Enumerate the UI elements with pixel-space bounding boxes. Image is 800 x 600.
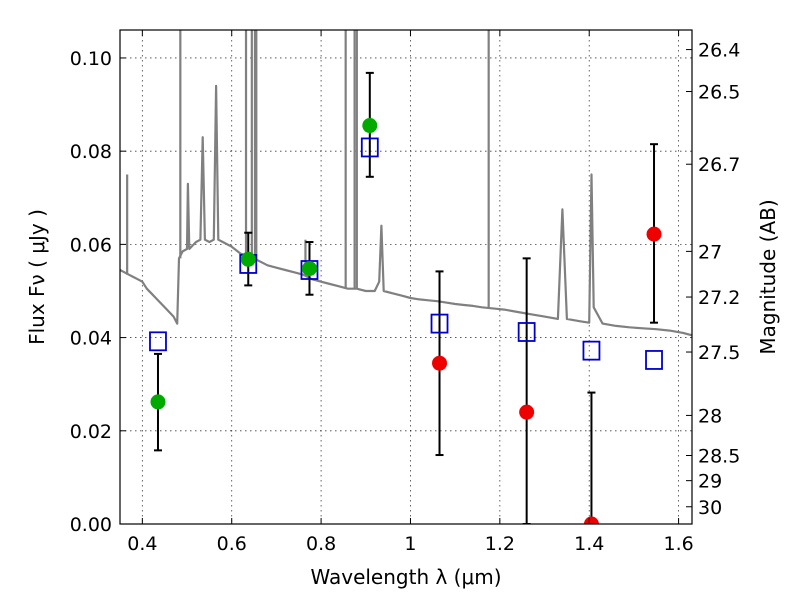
- x-tick-label: 0.6: [217, 533, 247, 555]
- marker-layer: [149, 118, 663, 420]
- model-spectrum-line: [120, 84, 692, 337]
- right-tick-label: 26.7: [698, 154, 740, 176]
- y-axis-right-title: Magnitude (AB): [756, 199, 780, 354]
- model-photometry-square: [149, 331, 167, 352]
- y-tick-label: 0.06: [70, 234, 112, 256]
- detection-point: [150, 394, 166, 410]
- x-tick-label: 0.8: [306, 533, 336, 555]
- model-photometry-square: [430, 313, 449, 334]
- right-tick-label: 26.5: [698, 82, 740, 104]
- right-tick-label: 27.5: [698, 342, 740, 364]
- axes: 0.4 0.6 0.8 1 1.2 1.4 1.6 0.00 0.02 0.04 0.06 0.08 0…: [70, 30, 740, 555]
- right-tick-label: 28.5: [698, 445, 740, 467]
- detection-point: [301, 261, 317, 277]
- x-tick-label: 1.6: [663, 533, 693, 555]
- non-detection-point: [432, 355, 448, 371]
- model-photometry-square: [360, 137, 379, 158]
- plot-area: [120, 30, 692, 524]
- right-tick-label: 28: [698, 405, 722, 427]
- plot-frame: [119, 29, 693, 525]
- right-tick-label: 29: [698, 471, 722, 493]
- non-detection-point: [519, 404, 535, 420]
- x-tick-label: 1.4: [574, 533, 604, 555]
- model-photometry-square: [517, 322, 536, 342]
- x-axis-title: Wavelength λ (μm): [310, 565, 501, 589]
- y-tick-label: 0.04: [70, 328, 112, 350]
- right-tick-label: 26.4: [698, 40, 740, 62]
- y-tick-label: 0.10: [70, 48, 112, 70]
- right-tick-label: 30: [698, 497, 722, 519]
- y-axis-title: Flux Fν ( μJy ): [25, 209, 49, 345]
- y-tick-label: 0.02: [70, 421, 112, 443]
- model-photometry-square: [645, 350, 663, 370]
- y-tick-label: 0.00: [70, 514, 112, 536]
- x-tick-label: 1.2: [485, 533, 515, 555]
- non-detection-point: [583, 516, 599, 524]
- right-tick-label: 27.2: [698, 287, 740, 309]
- model-photometry-square: [300, 260, 319, 280]
- x-tick-label: 0.4: [127, 533, 157, 555]
- detection-point: [362, 118, 378, 134]
- right-tick-label: 27: [698, 241, 722, 263]
- y-tick-label: 0.08: [70, 141, 112, 163]
- grid: [120, 30, 692, 525]
- model-photometry-square: [582, 340, 601, 361]
- non-detection-point: [646, 226, 662, 242]
- x-tick-label: 1: [404, 533, 416, 555]
- detection-point: [240, 251, 256, 267]
